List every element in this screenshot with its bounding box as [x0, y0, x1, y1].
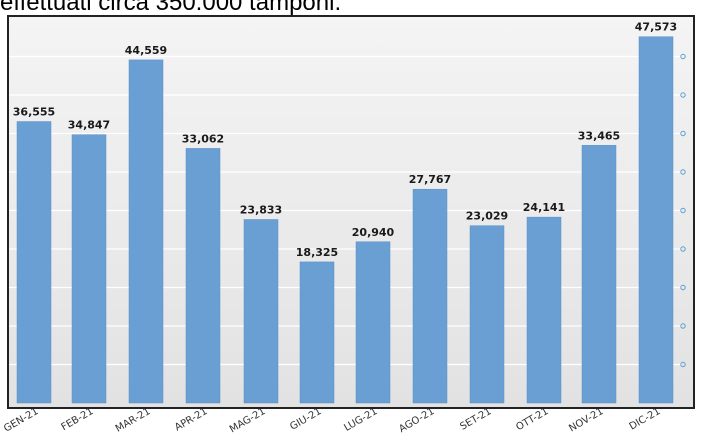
value-label: 23,029 [466, 210, 508, 223]
x-tick-label: FEB-21 [59, 406, 95, 433]
x-tick-label: LUG-21 [342, 406, 379, 434]
axis-marker [680, 169, 686, 175]
value-label: 27,767 [409, 173, 451, 186]
x-tick-labels: GEN-21 FEB-21 MAR-21 APR-21 MAG-21 GIU-21 LUG-… [2, 406, 662, 435]
page-heading: effettuati circa 350.000 tamponi. [0, 0, 342, 15]
value-label: 33,062 [182, 132, 224, 145]
x-tick-label: GIU-21 [288, 406, 323, 433]
axis-marker [680, 323, 686, 329]
bar-ago-21 [412, 188, 448, 404]
value-labels: 36,555 34,847 44,559 33,062 23,833 18,325 20,9… [13, 21, 677, 259]
x-tick-label: GEN-21 [2, 406, 40, 434]
value-label: 23,833 [240, 203, 282, 216]
bar-feb-21 [71, 134, 107, 404]
axis-marker [680, 246, 686, 252]
bar-giu-21 [299, 261, 335, 404]
bar-apr-21 [185, 148, 221, 404]
bar-mag-21 [243, 219, 279, 404]
bar-lug-21 [355, 241, 391, 404]
x-tick-label: SET-21 [458, 406, 493, 433]
bar-gen-21 [16, 121, 52, 404]
x-tick-label: AGO-21 [397, 406, 436, 435]
chart-frame [7, 15, 695, 409]
value-label: 20,940 [352, 226, 395, 239]
value-label: 44,559 [125, 44, 167, 57]
gridlines [8, 55, 682, 366]
x-tick-label: MAR-21 [114, 406, 153, 435]
plot-area [8, 16, 694, 408]
axis-marker [680, 53, 686, 60]
axis-marker [680, 284, 686, 291]
value-label: 36,555 [13, 106, 55, 119]
value-label: 47,573 [635, 21, 677, 34]
value-label: 33,465 [578, 129, 620, 142]
x-tick-label: DIC-21 [628, 406, 663, 433]
axis-marker [680, 207, 686, 214]
bar-set-21 [469, 225, 505, 404]
axis-marker [680, 130, 686, 137]
x-tick-label: APR-21 [173, 406, 209, 433]
x-tick-label: MAG-21 [228, 406, 268, 435]
bar-mar-21 [128, 59, 164, 404]
axis-marker [680, 92, 686, 98]
bar-nov-21 [581, 145, 617, 404]
bar-dic-21 [638, 36, 674, 404]
axis-markers [680, 53, 686, 368]
value-label: 34,847 [68, 119, 110, 132]
x-tick-label: OTT-21 [514, 406, 550, 433]
bars [16, 36, 674, 404]
axis-marker [680, 361, 686, 368]
value-label: 24,141 [523, 201, 565, 214]
value-label: 18,325 [296, 246, 338, 259]
x-tick-label: NOV-21 [567, 406, 605, 434]
bar-ott-21 [526, 216, 562, 404]
